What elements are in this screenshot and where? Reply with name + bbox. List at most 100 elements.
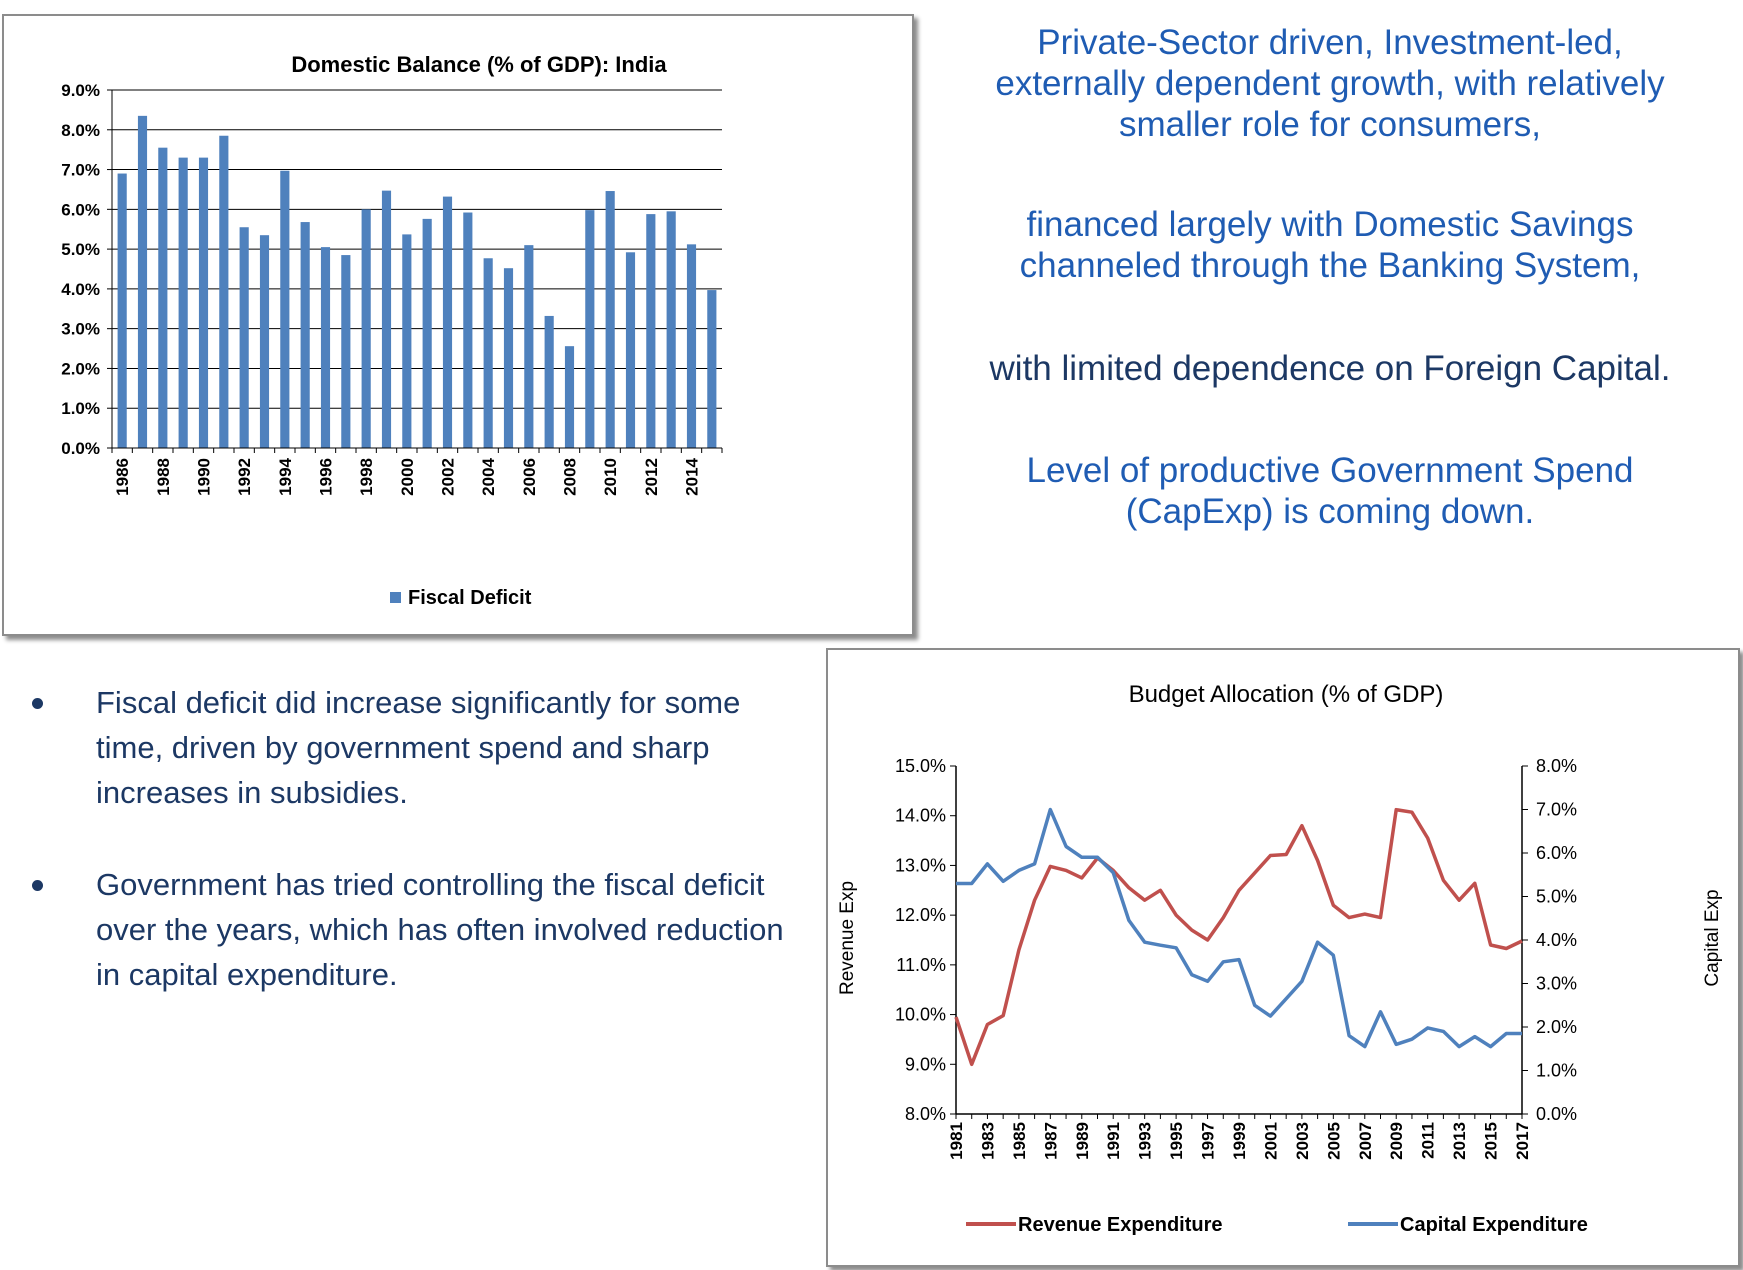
- bar-1992: [239, 227, 249, 448]
- x-tick-label: 1997: [1199, 1122, 1218, 1160]
- bar-2014: [686, 244, 697, 448]
- x-tick-label: 2017: [1513, 1122, 1532, 1160]
- legend-label-revenue: Revenue Expenditure: [1018, 1214, 1223, 1236]
- bar-2011: [625, 252, 636, 448]
- y-tick-label: 1.0%: [61, 399, 100, 418]
- x-tick-label: 1995: [1167, 1122, 1186, 1160]
- y-tick-label: 9.0%: [61, 81, 100, 100]
- y-tick-label: 11.0%: [896, 955, 946, 975]
- y-axis-label-capital: Capital Exp: [1702, 889, 1723, 986]
- bar-2012: [646, 214, 656, 448]
- chart1-title: Domestic Balance (% of GDP): India: [291, 52, 667, 77]
- y-tick-label: 8.0%: [905, 1104, 946, 1124]
- y-tick-label: 4.0%: [61, 280, 100, 299]
- x-tick-label: 2005: [1324, 1122, 1343, 1160]
- bar-1986: [117, 173, 127, 449]
- y2-tick-label: 2.0%: [1536, 1017, 1577, 1037]
- x-tick-label: 2004: [479, 457, 498, 495]
- bullet-text: Fiscal deficit did increase significantl…: [96, 685, 741, 810]
- bar-1998: [361, 209, 371, 448]
- text-line: channeled through the Banking System,: [1019, 246, 1641, 285]
- bar-1997: [341, 255, 351, 448]
- bar-1999: [381, 190, 392, 449]
- bullet-icon: [32, 880, 43, 891]
- bar-1990: [198, 157, 209, 448]
- x-tick-label: 1998: [357, 458, 376, 496]
- text-line: financed largely with Domestic Savings: [1026, 205, 1634, 244]
- y-tick-label: 13.0%: [895, 855, 946, 875]
- bar-2015: [707, 290, 717, 448]
- text-line: (CapExp) is coming down.: [1125, 492, 1535, 531]
- bar-2006: [524, 245, 534, 448]
- bar-2003: [463, 212, 473, 448]
- x-tick-label: 1985: [1010, 1122, 1029, 1160]
- bar-2005: [503, 268, 514, 448]
- x-tick-label: 2012: [642, 458, 661, 496]
- y2-tick-label: 7.0%: [1536, 800, 1577, 820]
- x-tick-label: 2011: [1419, 1122, 1438, 1159]
- y2-tick-label: 6.0%: [1536, 843, 1577, 863]
- x-tick-label: 1986: [113, 458, 132, 496]
- foreign-capital-text: with limited dependence on Foreign Capit…: [930, 348, 1730, 389]
- x-tick-label: 1981: [947, 1122, 966, 1160]
- y-tick-label: 2.0%: [61, 359, 100, 378]
- legend-swatch-fiscal-deficit: [390, 592, 401, 603]
- bar-1991: [219, 135, 229, 448]
- bar-1988: [158, 147, 168, 448]
- x-tick-label: 1992: [235, 458, 254, 496]
- y-axis-label-revenue: Revenue Exp: [837, 881, 858, 995]
- x-tick-label: 1996: [317, 458, 336, 496]
- x-tick-label: 2009: [1387, 1122, 1406, 1160]
- y-tick-label: 6.0%: [61, 200, 100, 219]
- y-tick-label: 10.0%: [895, 1005, 946, 1025]
- bar-2009: [585, 210, 595, 448]
- text-line: with limited dependence on Foreign Capit…: [989, 349, 1671, 388]
- x-tick-label: 2010: [601, 458, 620, 496]
- bar-1995: [300, 222, 310, 448]
- x-tick-label: 2007: [1356, 1122, 1375, 1160]
- bullet-text: Government has tried controlling the fis…: [96, 867, 784, 992]
- bar-2013: [666, 211, 676, 448]
- growth-description-text: Private-Sector driven, Investment-led, e…: [930, 22, 1730, 145]
- x-tick-label: 2002: [439, 458, 458, 496]
- bar-2010: [605, 191, 615, 448]
- x-tick-label: 1987: [1041, 1122, 1060, 1160]
- y2-tick-label: 0.0%: [1536, 1104, 1577, 1124]
- y2-tick-label: 1.0%: [1536, 1061, 1577, 1081]
- legend-label-capital: Capital Expenditure: [1400, 1214, 1588, 1236]
- y-tick-label: 14.0%: [895, 806, 946, 826]
- x-tick-label: 1999: [1230, 1122, 1249, 1160]
- bullet-item: Government has tried controlling the fis…: [20, 862, 800, 997]
- y-tick-label: 8.0%: [61, 121, 100, 140]
- y2-tick-label: 5.0%: [1536, 887, 1577, 907]
- x-tick-label: 1994: [276, 457, 295, 495]
- y-tick-label: 9.0%: [905, 1054, 946, 1074]
- bar-2007: [544, 315, 554, 448]
- bar-1987: [137, 115, 148, 448]
- text-line: Private-Sector driven, Investment-led,: [1037, 23, 1623, 62]
- x-tick-label: 2001: [1261, 1122, 1280, 1160]
- bullet-list: Fiscal deficit did increase significantl…: [20, 680, 800, 1044]
- x-tick-label: 2014: [683, 457, 702, 495]
- y-tick-label: 3.0%: [61, 320, 100, 339]
- y2-tick-label: 4.0%: [1536, 930, 1577, 950]
- bar-2001: [422, 218, 432, 448]
- fiscal-deficit-chart-panel: Domestic Balance (% of GDP): India 0.0% 1…: [2, 14, 914, 636]
- budget-allocation-chart-panel: Budget Allocation (% of GDP) 8.0% 9.0% 10.…: [826, 648, 1740, 1267]
- x-tick-label: 1988: [154, 458, 173, 496]
- x-tick-label: 1993: [1136, 1122, 1155, 1160]
- text-line: externally dependent growth, with relati…: [995, 64, 1665, 103]
- bar-2008: [564, 346, 575, 448]
- y2-tick-label: 8.0%: [1536, 756, 1577, 776]
- bullet-icon: [32, 698, 43, 709]
- x-tick-label: 2000: [398, 458, 417, 496]
- x-tick-label: 1989: [1073, 1122, 1092, 1160]
- x-tick-label: 2003: [1293, 1122, 1312, 1160]
- revenue-expenditure-line: [954, 807, 1523, 1067]
- x-tick-label: 2008: [561, 458, 580, 496]
- y-tick-label: 7.0%: [61, 161, 100, 180]
- bar-2000: [402, 234, 412, 448]
- y-tick-label: 5.0%: [61, 240, 100, 259]
- bar-1989: [178, 157, 188, 448]
- x-tick-label: 1991: [1104, 1122, 1123, 1160]
